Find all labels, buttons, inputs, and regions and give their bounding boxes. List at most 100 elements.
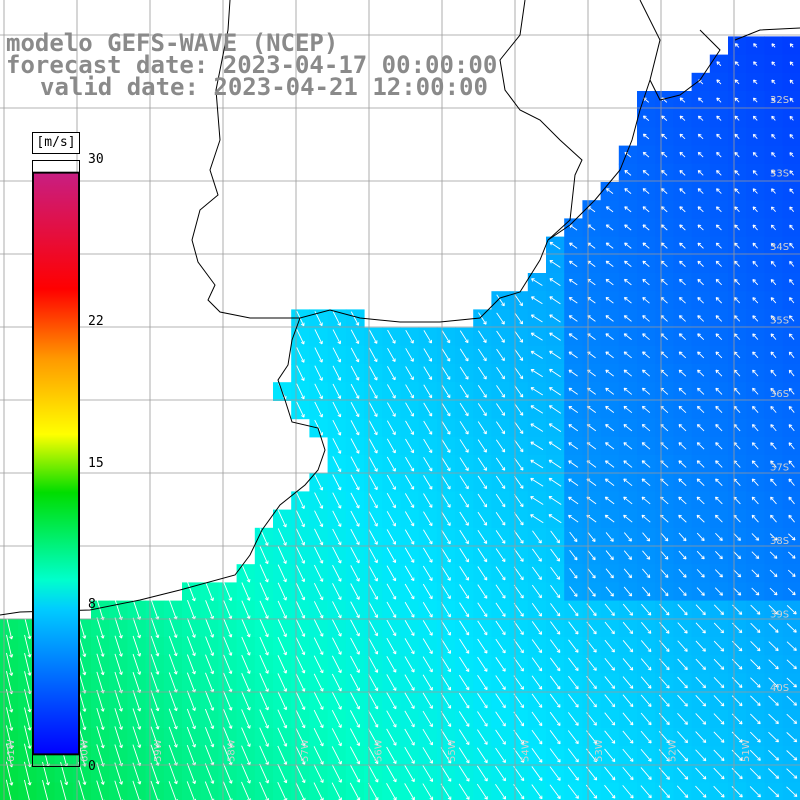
wind-arrow: [441, 547, 451, 563]
wind-arrow: [752, 224, 758, 231]
wind-arrow: [767, 786, 780, 798]
wind-arrow: [514, 457, 524, 471]
wind-arrow: [277, 618, 287, 638]
wind-arrow: [368, 474, 378, 491]
wind-arrow: [404, 656, 415, 673]
wind-arrow: [495, 675, 506, 690]
wind-arrow: [350, 347, 360, 363]
wind-arrow: [642, 586, 651, 597]
wind-arrow: [24, 707, 32, 731]
wind-arrow: [715, 333, 723, 340]
wind-arrow: [187, 618, 196, 638]
wind-arrow: [623, 460, 633, 468]
wind-arrow: [513, 711, 525, 727]
wind-arrow: [548, 514, 562, 524]
wind-arrow: [714, 569, 723, 578]
wind-arrow: [568, 297, 578, 304]
wind-arrow: [277, 655, 288, 674]
wind-arrow: [477, 693, 488, 709]
wind-arrow: [640, 730, 652, 744]
wind-arrow: [423, 402, 433, 417]
wind-arrow: [459, 584, 470, 599]
wind-arrow: [622, 766, 634, 781]
wind-arrow: [788, 424, 795, 432]
wind-arrow: [223, 727, 233, 748]
wind-arrow: [295, 637, 306, 656]
wind-arrow: [678, 550, 687, 560]
wind-arrow: [405, 456, 415, 472]
wind-arrow: [751, 478, 759, 486]
wind-arrow: [114, 635, 123, 657]
wind-arrow: [368, 728, 379, 746]
wind-arrow: [677, 658, 688, 671]
wind-arrow: [734, 224, 740, 231]
lon-label: 60W: [80, 739, 91, 762]
wind-arrow: [277, 600, 287, 619]
wind-arrow: [513, 639, 524, 654]
wind-arrow: [587, 568, 596, 579]
wind-arrow: [604, 514, 615, 523]
wind-arrow: [642, 133, 650, 140]
wind-arrow: [530, 496, 544, 505]
wind-arrow: [676, 767, 689, 780]
wind-arrow: [495, 566, 506, 581]
wind-arrow: [132, 635, 142, 657]
wind-arrow: [568, 351, 578, 359]
wind-arrow: [530, 477, 544, 487]
wind-cell: [782, 746, 800, 765]
wind-arrow: [440, 765, 452, 782]
wind-arrow: [150, 654, 160, 675]
wind-cell: [400, 782, 420, 800]
wind-arrow: [350, 528, 360, 546]
wind-arrow: [96, 689, 105, 712]
wind-arrow: [695, 731, 707, 744]
wind-arrow: [569, 568, 578, 579]
wind-cell: [782, 72, 800, 92]
wind-arrow: [514, 439, 524, 453]
wind-arrow: [350, 510, 360, 527]
lat-label: 35S: [770, 316, 789, 327]
wind-arrow: [568, 333, 578, 340]
wind-cell: [782, 546, 800, 565]
wind-arrow: [550, 603, 561, 617]
wind-arrow: [697, 242, 704, 249]
wind-arrow: [623, 478, 633, 487]
wind-arrow: [495, 584, 506, 599]
wind-arrow: [715, 242, 722, 249]
wind-arrow: [458, 711, 470, 727]
wind-arrow: [314, 546, 324, 564]
wind-arrow: [313, 727, 324, 747]
wind-arrow: [477, 511, 488, 526]
wind-arrow: [459, 421, 469, 435]
wind-arrow: [771, 170, 776, 176]
wind-arrow: [715, 496, 723, 505]
wind-arrow: [259, 582, 269, 601]
wind-cell: [782, 600, 800, 620]
wind-arrow: [186, 781, 197, 800]
wind-arrow: [770, 424, 777, 432]
wind-arrow: [789, 206, 795, 212]
wind-arrow: [769, 569, 778, 578]
wind-arrow: [295, 600, 306, 619]
wind-arrow: [313, 673, 324, 692]
wind-arrow: [277, 510, 287, 528]
wind-arrow: [786, 768, 798, 779]
wind-arrow: [786, 641, 797, 651]
wind-arrow: [734, 115, 740, 121]
wind-arrow: [568, 639, 579, 653]
wind-arrow: [752, 170, 758, 176]
wind-cell: [582, 782, 602, 800]
wind-arrow: [422, 547, 433, 563]
wind-arrow: [750, 695, 761, 707]
wind-arrow: [715, 424, 723, 432]
wind-arrow: [641, 622, 652, 634]
wind-arrow: [622, 640, 634, 653]
wind-arrow: [241, 618, 251, 638]
wind-arrow: [223, 582, 233, 601]
wind-cell: [782, 400, 800, 420]
wind-arrow: [604, 478, 615, 487]
wind-arrow: [677, 640, 688, 652]
wind-cell: [782, 637, 800, 656]
wind-arrow: [769, 533, 778, 541]
wind-arrow: [768, 677, 779, 688]
